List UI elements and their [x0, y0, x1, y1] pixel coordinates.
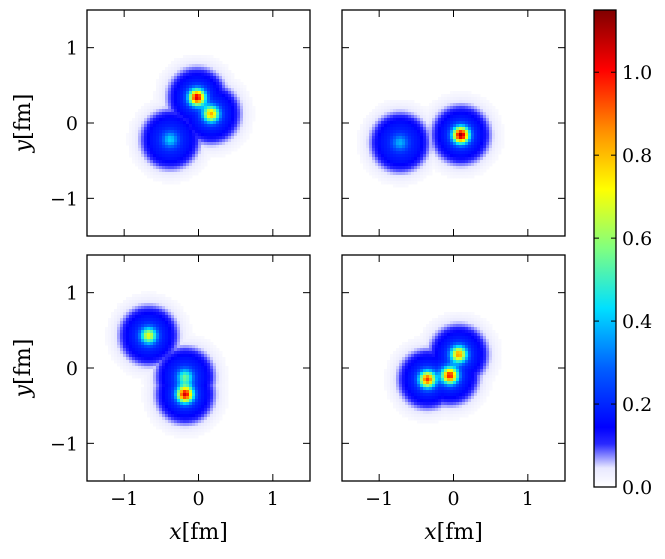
- y-tick-label: −1: [50, 188, 78, 210]
- colorbar-tick-label: 0.6: [622, 228, 652, 250]
- x-tick-label: 1: [267, 488, 279, 510]
- heatmap-field: [384, 312, 502, 424]
- colorbar-frame: [593, 9, 617, 488]
- x-tick-label: 0: [192, 488, 204, 510]
- panel-bottom-left: −1 −1 0 0 1 1 y[fm] x[fm]: [11, 254, 311, 545]
- y-tick-label: 1: [66, 38, 78, 60]
- y-axis-label: y[fm]: [11, 339, 36, 399]
- x-tick-label: −1: [110, 488, 138, 510]
- x-tick-label: −1: [365, 488, 393, 510]
- heatmap-field: [126, 55, 256, 185]
- colorbar-tick-label: 0.0: [622, 477, 652, 499]
- colorbar-tick-label: 0.4: [622, 311, 652, 333]
- x-tick-label: 1: [522, 488, 534, 510]
- colorbar-gradient: [594, 10, 616, 487]
- y-tick-label: 0: [66, 113, 78, 135]
- colorbar-tick-label: 1.0: [622, 62, 652, 84]
- panel-top-right: [341, 9, 566, 237]
- panel-bottom-right: −1 0 1 x[fm]: [341, 254, 566, 545]
- heatmap-field: [105, 291, 229, 439]
- colorbar-tick-label: 0.2: [622, 394, 652, 416]
- heatmap-field: [357, 91, 505, 188]
- y-tick-label: 0: [66, 358, 78, 380]
- x-axis-label: x[fm]: [424, 520, 483, 545]
- y-tick-label: −1: [50, 433, 78, 455]
- x-tick-label: 0: [447, 488, 459, 510]
- panels: −1 0 1 y[fm] −1 −1 0 0 1 1 y[fm] x[fm] −1 0 1 x[fm]: [11, 9, 566, 545]
- colorbar-tick-label: 0.8: [622, 145, 652, 167]
- colorbar: 0.0 0.2 0.4 0.6 0.8 1.0: [593, 9, 652, 499]
- panel-top-left: −1 0 1 y[fm]: [11, 9, 311, 237]
- x-axis-label: x[fm]: [169, 520, 228, 545]
- y-tick-label: 1: [66, 283, 78, 305]
- y-axis-label: y[fm]: [11, 94, 36, 154]
